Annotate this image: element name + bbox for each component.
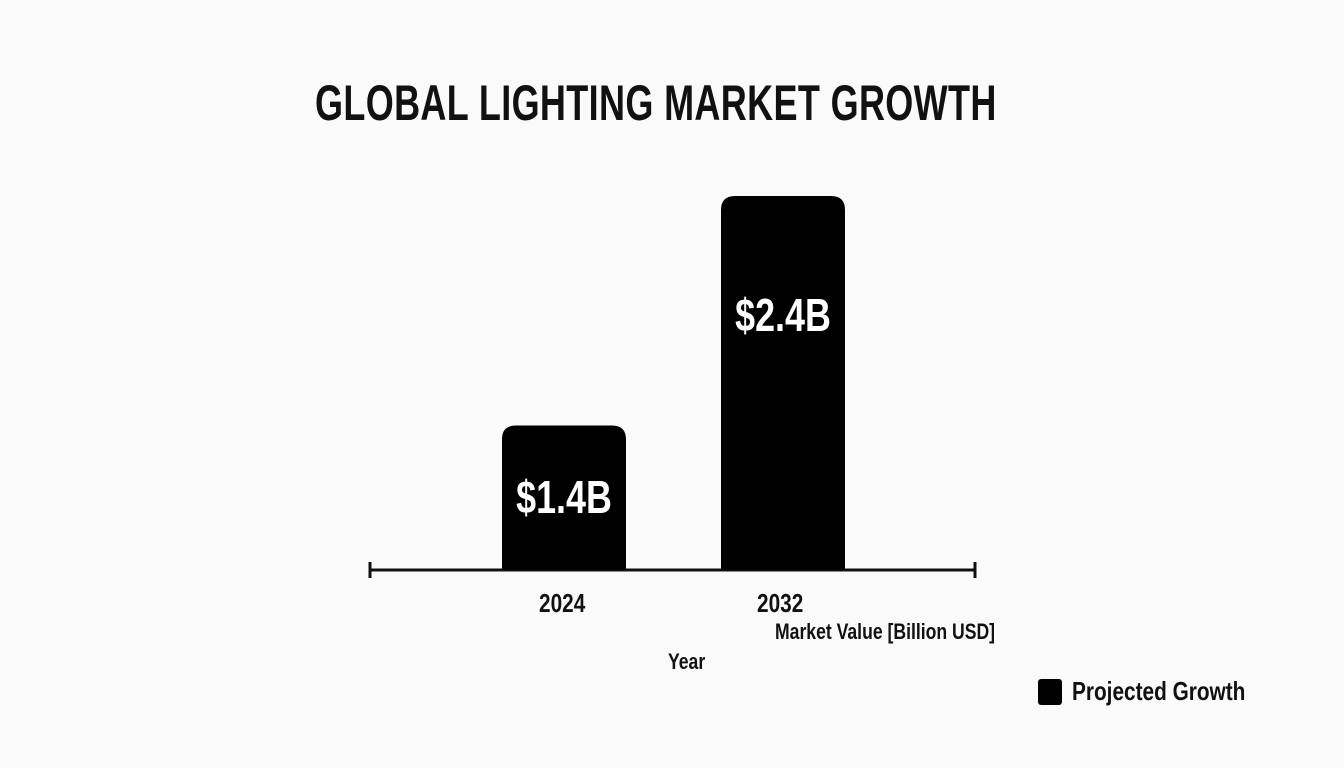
legend-label: Projected Growth (1072, 676, 1246, 706)
bar-2032 (721, 196, 845, 570)
legend: Projected Growth (1038, 676, 1289, 707)
y-axis-label: Market Value [Billion USD] (775, 619, 996, 644)
chart-title: GLOBAL LIGHTING MARKET GROWTH (315, 75, 997, 131)
data-label-2024: $1.4B (516, 471, 612, 523)
x-tick-label-2024: 2024 (539, 588, 586, 618)
legend-swatch (1038, 678, 1062, 705)
x-axis-label: Year (668, 649, 706, 674)
bar-2024 (502, 425, 626, 570)
x-tick-label-2032: 2032 (757, 588, 804, 618)
data-label-2032: $2.4B (735, 289, 831, 341)
